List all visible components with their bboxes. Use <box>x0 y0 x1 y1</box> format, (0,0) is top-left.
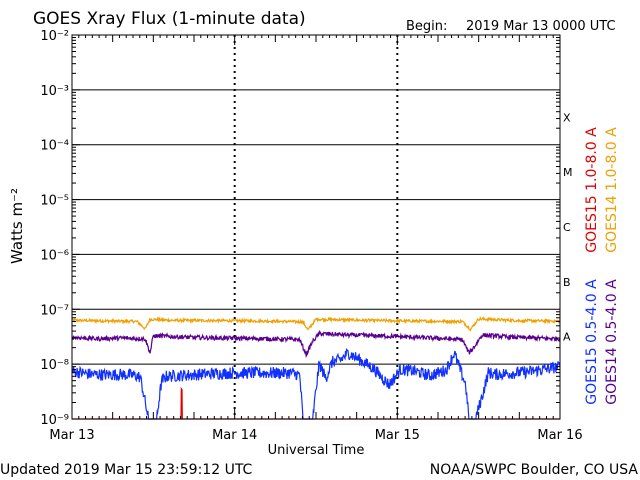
y-axis-label: Watts m⁻² <box>8 188 26 264</box>
flare-class-label: B <box>563 276 571 289</box>
y-tick-label: 10⁻⁶ <box>40 248 69 263</box>
legend-entry: GOES14 0.5-4.0 A <box>604 279 620 405</box>
x-tick-label: Mar 15 <box>375 428 420 443</box>
y-tick-label: 10⁻³ <box>40 84 69 99</box>
y-tick-label: 10⁻² <box>40 29 69 44</box>
flare-class-label: M <box>563 166 573 179</box>
y-tick-label: 10⁻⁴ <box>40 139 69 154</box>
x-tick-label: Mar 14 <box>212 428 257 443</box>
grid-lines <box>72 34 560 420</box>
y-tick-label: 10⁻⁷ <box>40 303 69 318</box>
series-line <box>71 347 561 420</box>
axis-ticks: 10⁻⁹ 10⁻⁸ 10⁻⁷ 10⁻⁶ 10⁻⁵ 10⁻⁴ 10⁻³ 10⁻² Mar 13 Ma… <box>40 29 582 443</box>
begin-label: Begin: <box>406 19 447 34</box>
y-tick-label: 10⁻⁵ <box>40 194 69 209</box>
flare-class-label: A <box>563 331 571 344</box>
data-series <box>71 316 561 420</box>
series-line <box>71 329 561 359</box>
legend-entry: GOES14 1.0-8.0 A <box>604 127 620 253</box>
legend: GOES15 1.0-8.0 A GOES14 1.0-8.0 A GOES15 0… <box>584 127 620 405</box>
flare-class-label: X <box>563 111 571 124</box>
chart-title: GOES Xray Flux (1-minute data) <box>33 9 306 29</box>
updated-timestamp: Updated 2019 Mar 15 23:59:12 UTC <box>0 462 253 478</box>
plot-frame <box>71 34 561 420</box>
series-line <box>71 316 561 332</box>
begin-value: 2019 Mar 13 0000 UTC <box>466 19 616 34</box>
legend-entry: GOES15 0.5-4.0 A <box>584 279 600 405</box>
y-tick-label: 10⁻⁹ <box>40 413 69 428</box>
flare-class-label: C <box>563 221 571 234</box>
x-tick-label: Mar 16 <box>537 428 582 443</box>
x-tick-label: Mar 13 <box>49 428 94 443</box>
y-tick-label: 10⁻⁸ <box>40 358 69 373</box>
x-axis-label: Universal Time <box>268 443 365 458</box>
credit-text: NOAA/SWPC Boulder, CO USA <box>430 462 639 478</box>
legend-entry: GOES15 1.0-8.0 A <box>584 127 600 253</box>
